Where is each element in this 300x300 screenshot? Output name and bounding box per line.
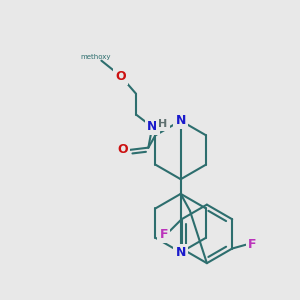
Text: methoxy: methoxy (80, 54, 110, 60)
Text: H: H (158, 119, 168, 129)
Text: N: N (176, 114, 186, 127)
Text: N: N (176, 246, 186, 259)
Text: F: F (160, 228, 168, 241)
Text: O: O (118, 143, 128, 157)
Text: N: N (147, 120, 158, 134)
Text: O: O (115, 70, 126, 83)
Text: F: F (248, 238, 256, 251)
